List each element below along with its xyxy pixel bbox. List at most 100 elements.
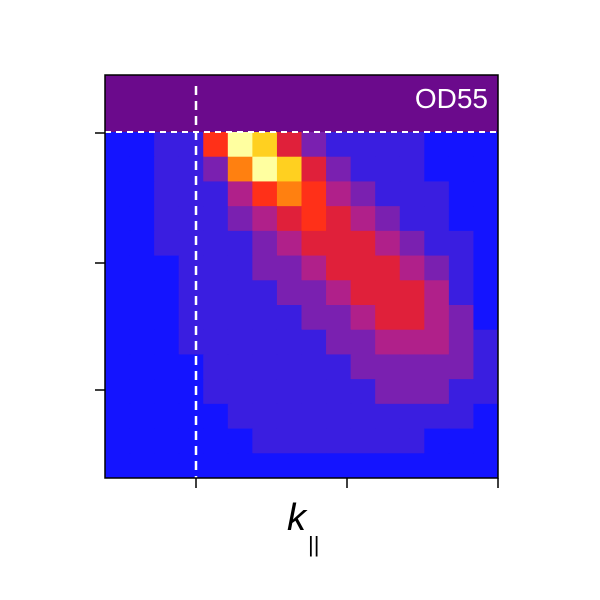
heatmap-cell [227,305,253,331]
heatmap-cell [424,230,450,257]
heatmap-cell [448,403,474,430]
heatmap-cell [203,305,229,331]
heatmap-cell [154,156,180,182]
heatmap-cell [129,156,155,182]
heatmap-cell [227,403,253,430]
heatmap-cell [375,156,401,182]
heatmap-cell [448,255,474,281]
heatmap-cell [399,230,425,257]
heatmap-cell [448,156,474,182]
heatmap-cell [203,230,229,257]
heatmap-cell [105,156,131,182]
heatmap-cell [105,354,131,380]
heatmap-cell [129,329,155,355]
heatmap-cell [375,181,401,207]
heatmap-cell [154,403,180,430]
heatmap-cell [227,132,253,158]
heatmap-cell [178,403,204,430]
heatmap-cell [473,329,499,355]
heatmap-cell [301,181,327,207]
heatmap-cell [276,305,302,331]
heatmap-cell [178,379,204,405]
heatmap-cell [473,181,499,207]
heatmap-cell [350,156,376,182]
heatmap-cell [448,379,474,405]
heatmap-cell [424,403,450,430]
heatmap-cell [399,280,425,306]
heatmap-cell [399,403,425,430]
heatmap-cell [227,206,253,232]
heatmap-cell [399,428,425,454]
heatmap-cell [375,428,401,454]
heatmap-cell [154,354,180,380]
heatmap-cell [448,453,474,479]
heatmap-cell [178,329,204,355]
heatmap-cell [399,379,425,405]
heatmap-cell [326,280,352,306]
heatmap-cell [178,230,204,257]
heatmap-cell [129,379,155,405]
heatmap-cell [326,132,352,158]
heatmap-cell [350,132,376,158]
heatmap-cell [375,354,401,380]
heatmap-cell [473,132,499,158]
heatmap-cell [350,305,376,331]
heatmap-cell [424,132,450,158]
heatmap-cell [424,428,450,454]
heatmap-cell [424,255,450,281]
heatmap-cell [105,280,131,306]
heatmap-cell [399,206,425,232]
heatmap-cell [399,329,425,355]
heatmap-cell [252,230,278,257]
heatmap-cell [105,132,131,158]
heatmap-cell [375,132,401,158]
heatmap-cell [105,329,131,355]
heatmap-cell [129,132,155,158]
heatmap-cell [178,354,204,380]
heatmap-cell [252,403,278,430]
heatmap-cell [178,280,204,306]
heatmap-cell [448,280,474,306]
heatmap-cell [203,255,229,281]
heatmap-cell [350,354,376,380]
heatmap-cell [178,181,204,207]
heatmap-cell [350,280,376,306]
heatmap-cell [227,230,253,257]
heatmap-cell [375,230,401,257]
heatmap-cell [448,230,474,257]
heatmap-cell [129,255,155,281]
heatmap-cell [448,329,474,355]
heatmap-cell [301,379,327,405]
heatmap-cell [252,255,278,281]
heatmap-cell [276,403,302,430]
heatmap-cell [326,181,352,207]
heatmap-cell [301,329,327,355]
heatmap [105,132,499,479]
heatmap-cell [227,453,253,479]
ticks [95,132,499,488]
heatmap-cell [473,453,499,479]
heatmap-cell [154,181,180,207]
heatmap-cell [448,354,474,380]
heatmap-cell [424,156,450,182]
heatmap-cell [276,156,302,182]
heatmap-cell [203,181,229,207]
heatmap-cell [105,403,131,430]
heatmap-cell [154,329,180,355]
heatmap-cell [252,280,278,306]
heatmap-cell [203,156,229,182]
heatmap-cell [227,255,253,281]
heatmap-cell [178,156,204,182]
heatmap-cell [399,255,425,281]
heatmap-cell [227,354,253,380]
heatmap-cell [350,428,376,454]
heatmap-cell [252,181,278,207]
heatmap-cell [252,329,278,355]
heatmap-cell [424,453,450,479]
heatmap-cell [350,453,376,479]
heatmap-cell [227,156,253,182]
heatmap-cell [227,280,253,306]
heatmap-cell [301,354,327,380]
heatmap-cell [301,132,327,158]
heatmap-cell [178,132,204,158]
